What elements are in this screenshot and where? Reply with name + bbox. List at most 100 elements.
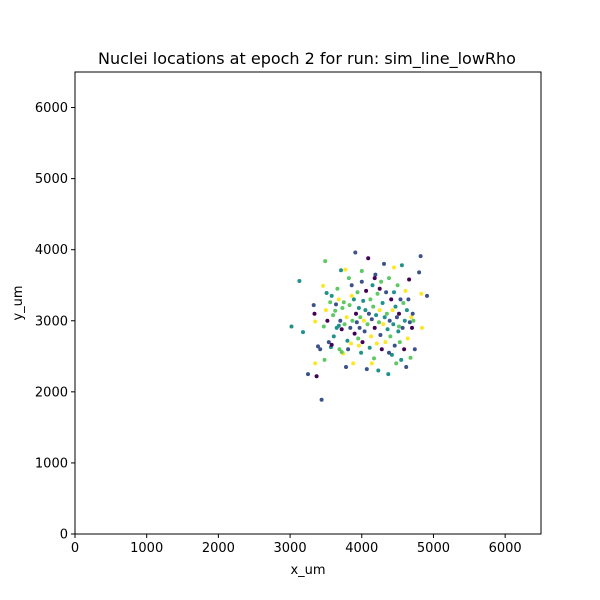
data-point-55 — [356, 306, 361, 310]
data-point-147 — [336, 323, 341, 328]
x-tick-label-4: 4000 — [345, 541, 378, 556]
chart-title: Nuclei locations at epoch 2 for run: sim… — [98, 49, 516, 69]
data-point-114 — [399, 357, 404, 362]
data-point-27 — [336, 297, 341, 302]
data-point-53 — [355, 290, 360, 295]
data-point-108 — [394, 315, 399, 320]
data-point-115 — [399, 263, 404, 268]
data-point-88 — [380, 301, 385, 305]
data-point-49 — [352, 331, 357, 336]
data-point-3 — [306, 372, 310, 377]
data-point-120 — [403, 288, 408, 293]
data-point-74 — [370, 283, 375, 288]
data-point-18 — [328, 300, 333, 305]
data-point-94 — [384, 311, 389, 316]
y-axis-label: y_um — [11, 285, 26, 320]
data-point-36 — [343, 267, 348, 272]
y-tick-label-4: 4000 — [35, 243, 68, 258]
data-point-68 — [366, 256, 371, 261]
data-point-107 — [394, 361, 399, 366]
data-point-20 — [329, 293, 334, 298]
data-point-91 — [382, 315, 387, 320]
data-point-98 — [387, 318, 392, 323]
data-point-21 — [331, 313, 336, 318]
data-point-118 — [402, 347, 407, 352]
data-point-48 — [351, 297, 356, 302]
data-point-141 — [349, 293, 354, 298]
data-point-130 — [410, 311, 415, 316]
data-point-69 — [366, 311, 371, 316]
data-point-32 — [340, 306, 345, 310]
data-point-45 — [349, 283, 354, 288]
data-point-150 — [392, 290, 396, 295]
data-point-8 — [316, 344, 320, 349]
data-point-119 — [402, 318, 407, 323]
data-point-106 — [393, 304, 398, 309]
data-point-131 — [411, 318, 416, 323]
data-point-39 — [345, 338, 350, 343]
x-tick-label-6: 6000 — [489, 541, 522, 556]
data-point-12 — [321, 324, 326, 329]
data-point-31 — [339, 327, 344, 332]
y-axis: 0 1000 2000 3000 4000 5000 6000 — [35, 101, 75, 543]
data-point-140 — [339, 350, 344, 354]
data-point-65 — [364, 288, 369, 293]
data-point-59 — [359, 279, 364, 284]
data-point-89 — [381, 322, 386, 327]
data-point-13 — [322, 357, 327, 362]
y-tick-label-5: 5000 — [35, 172, 68, 187]
data-point-40 — [346, 347, 351, 352]
data-point-146 — [397, 324, 401, 329]
data-point-138 — [313, 319, 318, 324]
data-point-112 — [397, 340, 402, 345]
y-tick-label-1: 1000 — [35, 456, 68, 471]
data-point-22 — [331, 334, 336, 339]
x-tick-label-1: 1000 — [130, 541, 163, 556]
data-point-26 — [335, 286, 340, 291]
data-point-38 — [344, 315, 349, 320]
data-point-71 — [368, 297, 373, 302]
data-point-87 — [379, 347, 384, 352]
data-point-34 — [341, 300, 346, 305]
data-point-4 — [311, 303, 316, 308]
points-layer — [289, 250, 429, 402]
data-point-103 — [391, 322, 396, 327]
data-point-66 — [364, 367, 369, 372]
data-point-77 — [372, 325, 377, 330]
data-point-64 — [363, 308, 368, 313]
data-point-97 — [387, 276, 391, 281]
data-point-96 — [386, 372, 391, 377]
data-point-50 — [353, 250, 358, 255]
data-point-47 — [351, 361, 356, 366]
data-point-51 — [354, 311, 358, 316]
data-point-63 — [362, 329, 367, 334]
data-point-129 — [410, 325, 414, 330]
data-point-100 — [389, 297, 394, 302]
data-point-29 — [338, 318, 343, 323]
data-point-42 — [347, 303, 352, 308]
data-point-61 — [361, 298, 366, 303]
data-point-151 — [323, 308, 328, 313]
data-point-101 — [389, 352, 394, 357]
data-point-70 — [367, 345, 372, 350]
data-point-1 — [297, 279, 302, 283]
data-point-79 — [374, 313, 379, 318]
data-point-143 — [369, 361, 374, 366]
data-point-30 — [339, 268, 343, 273]
data-point-10 — [319, 397, 324, 402]
data-point-148 — [356, 343, 361, 348]
data-point-116 — [400, 325, 405, 330]
x-tick-label-3: 3000 — [274, 541, 307, 556]
data-point-117 — [401, 301, 406, 305]
data-point-6 — [313, 361, 318, 366]
data-point-37 — [344, 365, 348, 369]
y-tick-label-3: 3000 — [35, 314, 68, 329]
data-point-136 — [420, 325, 424, 330]
data-point-73 — [369, 317, 374, 322]
data-point-11 — [321, 283, 326, 288]
data-point-35 — [342, 322, 347, 327]
x-axis: 0 1000 2000 3000 4000 5000 6000 — [71, 534, 522, 556]
data-point-58 — [359, 350, 364, 355]
data-point-122 — [404, 308, 409, 313]
data-point-52 — [354, 320, 359, 325]
